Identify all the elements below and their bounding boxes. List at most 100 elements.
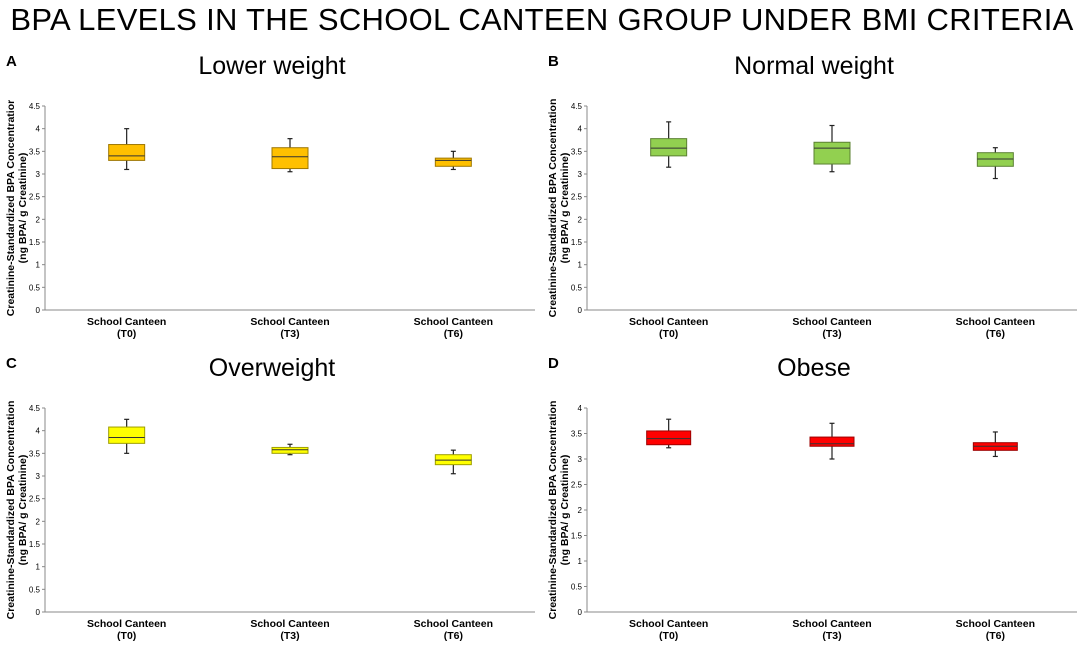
- chart-c-ylabel-line1: Creatinine-Standardized BPA Concentratio…: [5, 401, 17, 620]
- chart-a-ytick-label: 1: [36, 261, 41, 270]
- chart-a-category-label: School Canteen (T3): [250, 316, 329, 340]
- chart-c-ylabel: Creatinine-Standardized BPA Concentratio…: [5, 401, 29, 620]
- chart-c-category-line2: (T6): [444, 630, 463, 642]
- chart-b-box-body: [813, 141, 851, 165]
- chart-b-box-1: [813, 124, 851, 173]
- chart-d-ytick-label: 0.5: [571, 583, 583, 592]
- chart-a-ytick-label: 0: [36, 306, 41, 315]
- chart-d-title: Obese: [777, 354, 851, 382]
- chart-b-ytick-label: 4.5: [571, 102, 583, 111]
- chart-b-category-label: School Canteen (T6): [956, 316, 1035, 340]
- chart-d-ytick-label: 1: [578, 557, 583, 566]
- chart-a-category-label: School Canteen (T6): [414, 316, 493, 340]
- box-chart-c: C Overweight Creatinine-Standardized BPA C…: [5, 354, 535, 642]
- chart-c-box-2: [434, 449, 472, 475]
- chart-d-panel-letter: D: [548, 355, 559, 372]
- chart-c-ytick-label: 0.5: [29, 585, 41, 594]
- chart-a-ytick-label: 2: [36, 215, 41, 224]
- chart-a-ytick-label: 3: [36, 170, 41, 179]
- chart-b-ytick-label: 3.5: [571, 147, 583, 156]
- chart-a-ytick-label: 1.5: [29, 238, 41, 247]
- chart-c-box-body: [271, 446, 309, 454]
- chart-b-ylabel: Creatinine-Standardized BPA Concentratio…: [547, 99, 571, 318]
- chart-b-box-0: [650, 121, 688, 168]
- chart-c-ytick-label: 2.5: [29, 495, 41, 504]
- chart-b-category-line1: School Canteen: [629, 316, 708, 328]
- box-chart-a: A Lower weight Creatinine-Standardized BPA…: [5, 52, 535, 340]
- chart-d-box-1: [809, 422, 855, 460]
- chart-b-box-body: [650, 138, 688, 157]
- chart-c-category-label: School Canteen (T0): [87, 618, 166, 642]
- chart-d-category-line2: (T3): [822, 630, 841, 642]
- chart-a-category-line2: (T3): [280, 328, 299, 340]
- chart-b-ylabel-line1: Creatinine-Standardized BPA Concentratio…: [547, 99, 559, 318]
- chart-a-box-body: [434, 157, 472, 167]
- chart-c-ytick-label: 3: [36, 472, 41, 481]
- figure-title: BPA LEVELS IN THE SCHOOL CANTEEN GROUP U…: [10, 2, 1074, 37]
- chart-b-ylabel-line2: (ng BPA/ g Creatinine): [559, 153, 571, 264]
- chart-d-category-line1: School Canteen: [956, 618, 1035, 630]
- chart-b-category-label: School Canteen (T3): [792, 316, 871, 340]
- chart-a-ylabel-line1: Creatinine-Standardized BPA Concentratio…: [5, 100, 17, 316]
- chart-d-ylabel-line1: Creatinine-Standardized BPA Concentratio…: [547, 401, 559, 620]
- chart-a-ytick-label: 4: [36, 125, 41, 134]
- chart-c-ytick-label: 1: [36, 563, 41, 572]
- chart-a-ytick-label: 3.5: [29, 147, 41, 156]
- box-chart-d: D Obese Creatinine-Standardized BPA Concen…: [547, 354, 1077, 642]
- chart-a-panel-letter: A: [6, 53, 17, 70]
- chart-d-category-label: School Canteen (T3): [792, 618, 871, 642]
- chart-d-ytick-label: 2: [578, 506, 583, 515]
- chart-c-category-line1: School Canteen: [414, 618, 493, 630]
- chart-c-category-line1: School Canteen: [250, 618, 329, 630]
- chart-a-box-body: [108, 144, 146, 161]
- chart-d-category-label: School Canteen (T6): [956, 618, 1035, 642]
- box-chart-b: B Normal weight Creatinine-Standardized BP…: [547, 52, 1077, 340]
- chart-b-category-line2: (T0): [659, 328, 678, 340]
- chart-b-ytick-label: 0: [578, 306, 583, 315]
- chart-a-category-line1: School Canteen: [414, 316, 493, 328]
- chart-a-box-2: [434, 150, 472, 171]
- chart-d-ytick-label: 4: [578, 404, 583, 413]
- chart-b-box-2: [976, 147, 1014, 180]
- chart-b-ytick-label: 0.5: [571, 283, 583, 292]
- chart-b-category-line1: School Canteen: [792, 316, 871, 328]
- chart-d-category-line2: (T6): [986, 630, 1005, 642]
- chart-b-panel-letter: B: [548, 53, 559, 70]
- chart-c-category-line1: School Canteen: [87, 618, 166, 630]
- chart-d-ytick-label: 2.5: [571, 481, 583, 490]
- chart-d-ytick-label: 3: [578, 455, 583, 464]
- chart-c-ytick-label: 4.5: [29, 404, 41, 413]
- chart-a-ytick-label: 4.5: [29, 102, 41, 111]
- chart-c-category-label: School Canteen (T3): [250, 618, 329, 642]
- chart-a-category-line2: (T6): [444, 328, 463, 340]
- chart-b-category-line1: School Canteen: [956, 316, 1035, 328]
- chart-c-ylabel-line2: (ng BPA/ g Creatinine): [17, 455, 29, 566]
- chart-c-category-line2: (T3): [280, 630, 299, 642]
- panel-c-overweight: C Overweight Creatinine-Standardized BPA C…: [0, 350, 542, 650]
- chart-c-ytick-label: 1.5: [29, 540, 41, 549]
- chart-d-category-line1: School Canteen: [792, 618, 871, 630]
- chart-d-ytick-label: 1.5: [571, 532, 583, 541]
- chart-d-category-label: School Canteen (T0): [629, 618, 708, 642]
- chart-c-box-1: [271, 443, 309, 456]
- chart-b-ytick-label: 1.5: [571, 238, 583, 247]
- chart-c-box-body: [108, 426, 146, 444]
- chart-c-category-line2: (T0): [117, 630, 136, 642]
- chart-a-box-body: [271, 147, 309, 170]
- chart-b-ytick-label: 1: [578, 261, 583, 270]
- chart-d-box-body: [646, 430, 692, 446]
- chart-d-ytick-label: 0: [578, 608, 583, 617]
- chart-a-ylabel: Creatinine-Standardized BPA Concentratio…: [5, 100, 29, 316]
- chart-c-title: Overweight: [209, 354, 335, 382]
- chart-a-ytick-label: 0.5: [29, 283, 41, 292]
- chart-b-ytick-label: 3: [578, 170, 583, 179]
- chart-d-category-line2: (T0): [659, 630, 678, 642]
- chart-a-box-0: [108, 128, 146, 171]
- chart-a-category-line2: (T0): [117, 328, 136, 340]
- panel-d-obese: D Obese Creatinine-Standardized BPA Concen…: [542, 350, 1084, 650]
- chart-d-ylabel-line2: (ng BPA/ g Creatinine): [559, 455, 571, 566]
- chart-b-ytick-label: 2.5: [571, 193, 583, 202]
- chart-c-ytick-label: 2: [36, 517, 41, 526]
- panel-b-normal-weight: B Normal weight Creatinine-Standardized BP…: [542, 48, 1084, 348]
- chart-a-title: Lower weight: [198, 52, 345, 80]
